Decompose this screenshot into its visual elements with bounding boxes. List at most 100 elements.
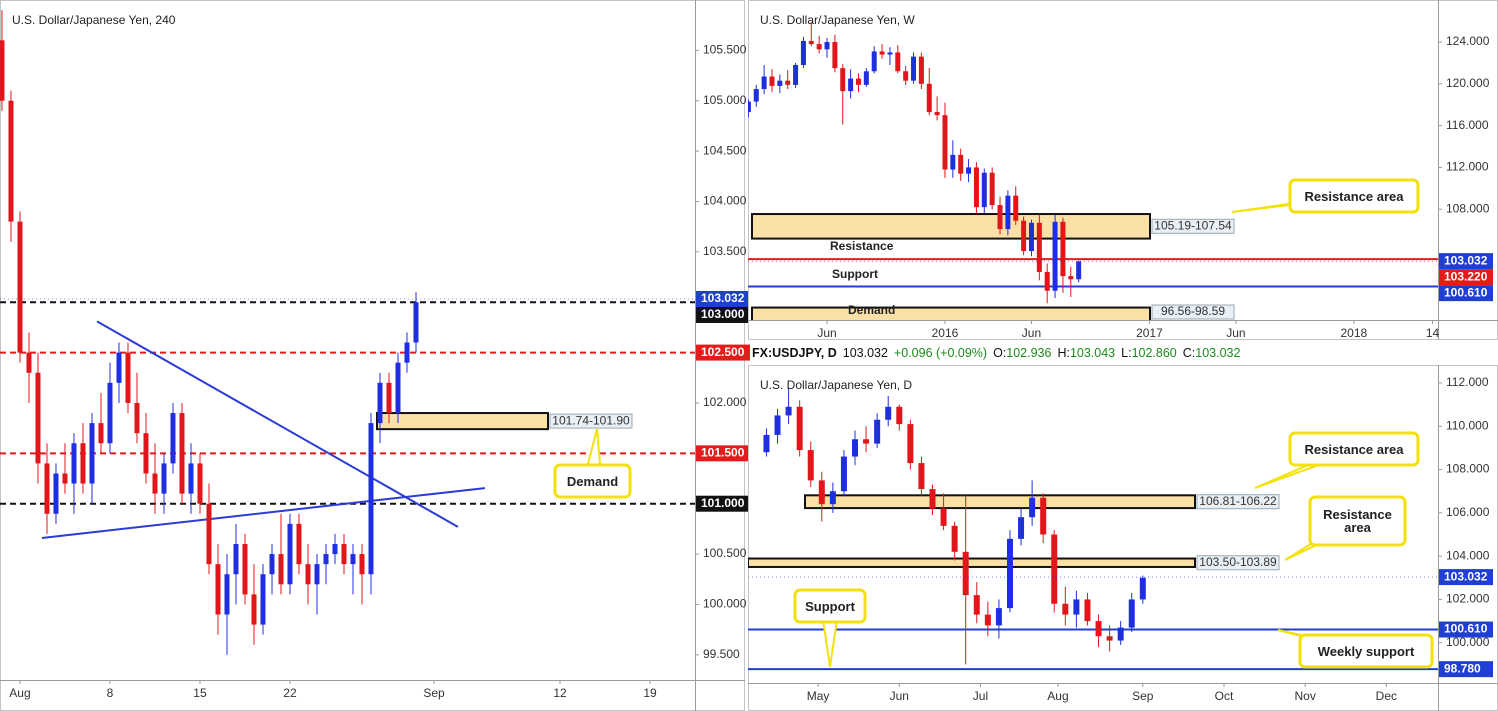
candle-body — [1076, 261, 1082, 280]
price-tag — [1439, 661, 1493, 678]
price-tag-label: 100.610 — [1444, 622, 1488, 636]
callout-text: Weekly support — [1317, 643, 1415, 659]
ohlc-value: 103.032 — [1195, 346, 1240, 360]
trendline — [96, 320, 459, 528]
y-tick-label: 112.000 — [1446, 375, 1489, 389]
zone-label-box — [549, 413, 633, 429]
candle-body — [269, 554, 275, 575]
x-tick-label: 8 — [107, 686, 114, 700]
candle-body — [98, 423, 104, 444]
candle-body — [989, 172, 995, 206]
header-info: FX:USDJPY, D 103.032 +0.096 (+0.09%) O:102.… — [752, 346, 1240, 360]
candle-body — [918, 463, 925, 490]
candle-body — [413, 302, 419, 343]
y-tick-label: 103.500 — [703, 244, 747, 258]
candle-body — [832, 42, 838, 69]
price-tag-label: 101.500 — [701, 446, 745, 460]
candle-body — [377, 382, 383, 424]
zone-label: 96.56-98.59 — [1161, 304, 1225, 318]
y-tick-label: 124.000 — [1446, 34, 1490, 48]
candle-body — [808, 40, 814, 45]
x-tick-label: Dec — [1376, 689, 1397, 703]
candle-body — [962, 551, 969, 596]
zone-label: 105.19-107.54 — [1154, 218, 1232, 232]
x-tick-label: Jun — [890, 689, 909, 703]
price-tag — [696, 445, 750, 462]
candle-body — [926, 83, 932, 113]
x-tick-label: Sep — [423, 686, 445, 700]
candle-body — [1062, 603, 1069, 615]
candle-body — [35, 372, 41, 464]
price-tag — [1439, 269, 1493, 286]
last-price: 103.032 — [843, 346, 888, 360]
candle-body — [278, 554, 284, 585]
candle-body — [8, 100, 14, 222]
candle-body — [188, 463, 194, 494]
candle-body — [1060, 221, 1066, 277]
candle-body — [774, 415, 781, 435]
callout-text-wrap: Resistance area — [1323, 508, 1392, 534]
ohlc-value: 103.043 — [1070, 346, 1115, 360]
symbol: FX:USDJPY, D — [752, 346, 837, 360]
candle-body — [341, 544, 347, 565]
candle-body — [287, 523, 293, 585]
candle-body — [855, 78, 861, 85]
x-tick-label: 22 — [283, 686, 297, 700]
candle-body — [818, 480, 825, 505]
candle-body — [125, 352, 131, 403]
callout-text: Support — [805, 598, 855, 614]
candle-body — [62, 473, 68, 484]
candle-body — [929, 489, 936, 509]
zone — [751, 213, 1151, 240]
price-tag — [696, 290, 750, 307]
candle-body — [143, 433, 149, 474]
candle-body — [940, 508, 947, 526]
candle-body — [170, 413, 176, 464]
candle-body — [895, 52, 901, 72]
candle-body — [1139, 577, 1146, 600]
y-tick-label: 104.000 — [703, 194, 747, 208]
callout-box — [1288, 431, 1420, 467]
candle-body — [785, 406, 792, 416]
plot-area — [748, 22, 1438, 320]
candle-body — [224, 574, 230, 615]
y-tick-label: 120.000 — [1446, 76, 1490, 90]
x-tick-label: 19 — [643, 686, 657, 700]
candle-body — [800, 40, 806, 66]
annotation: Support — [832, 267, 878, 281]
x-tick-label: May — [807, 689, 830, 703]
callout-box — [1308, 495, 1407, 547]
y-tick-label: 108.000 — [1446, 462, 1490, 476]
candle-body — [1106, 636, 1113, 641]
candle-body — [314, 564, 320, 585]
candle-body — [1095, 621, 1102, 637]
zone-label-box — [1196, 494, 1280, 510]
callout-text: Resistance area — [1304, 441, 1404, 457]
candle-body — [863, 439, 870, 444]
y-tick-label: 105.500 — [703, 43, 747, 57]
panel-frame — [0, 0, 745, 711]
candle-body — [134, 402, 140, 434]
candle-body — [887, 52, 893, 55]
y-tick-label: 112.000 — [1446, 160, 1489, 174]
candle-body — [984, 614, 991, 626]
price-tag — [1439, 569, 1493, 586]
y-tick-label: 99.500 — [703, 647, 740, 661]
candle-body — [981, 172, 987, 208]
candle-body — [840, 68, 846, 92]
candle-body — [973, 167, 979, 208]
callout-text-wrap: Resistance area — [1304, 441, 1404, 457]
candle-body — [966, 167, 972, 174]
candle-body — [0, 40, 5, 101]
candle-body — [215, 564, 221, 615]
candle-body — [871, 51, 877, 72]
candle-body — [197, 463, 203, 504]
zone-label-box — [1151, 218, 1235, 234]
candle-body — [1005, 195, 1011, 230]
candle-body — [1052, 221, 1058, 291]
candle-body — [753, 89, 759, 102]
candle-body — [323, 554, 329, 565]
annotation: Resistance — [830, 239, 894, 253]
y-tick-label: 102.000 — [1446, 592, 1490, 606]
